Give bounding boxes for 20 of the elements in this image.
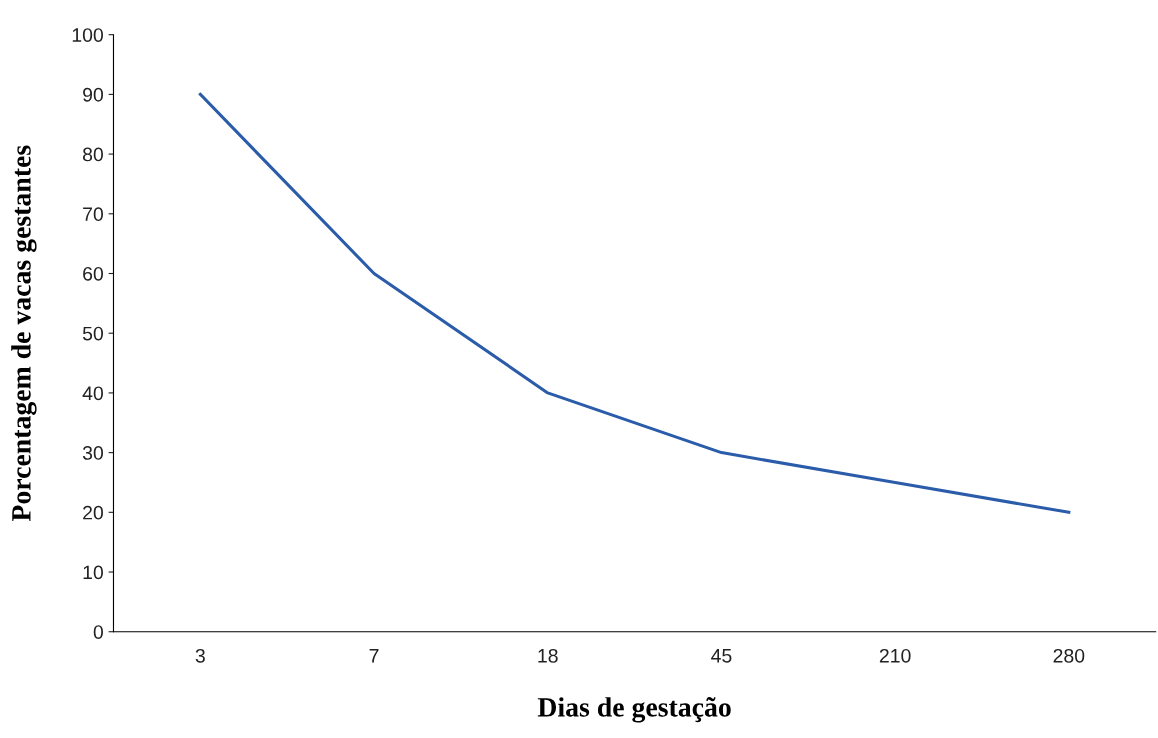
x-tick-label: 7 [369, 649, 379, 663]
y-tick-label: 30 [82, 446, 103, 460]
x-tick-label: 18 [538, 648, 558, 663]
x-tick-label: 280 [1053, 648, 1085, 663]
y-tick-label: 10 [83, 565, 103, 580]
y-tick-label: 50 [82, 326, 103, 341]
line-series [198, 92, 1071, 514]
y-tick-label: 100 [72, 28, 103, 42]
x-tick-label: 210 [879, 648, 911, 663]
y-tick-label: 80 [82, 147, 103, 162]
y-tick-label: 70 [83, 207, 103, 222]
y-tick-label: 60 [83, 266, 103, 281]
x-tick-label: 3 [195, 648, 205, 663]
y-tick-label: 40 [82, 386, 103, 401]
y-tick-label: 90 [83, 87, 103, 102]
y-tick-label: 0 [93, 625, 103, 639]
x-axis-title: Dias de gestação [537, 697, 731, 723]
y-tick-label: 20 [83, 505, 103, 520]
x-tick-label: 45 [711, 649, 732, 663]
y-axis-title: Porcentagem de vacas gestantes [11, 145, 37, 522]
